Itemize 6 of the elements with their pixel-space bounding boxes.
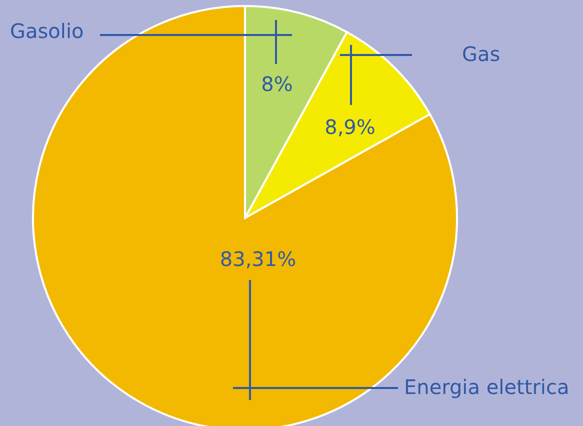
slice-label: Energia elettrica [404, 375, 570, 399]
data-label: 8,9% [324, 115, 376, 139]
slice-label: Gas [462, 42, 500, 66]
data-label: 8% [261, 72, 293, 96]
data-label: 83,31% [220, 247, 296, 271]
slice-label: Gasolio [10, 19, 84, 43]
